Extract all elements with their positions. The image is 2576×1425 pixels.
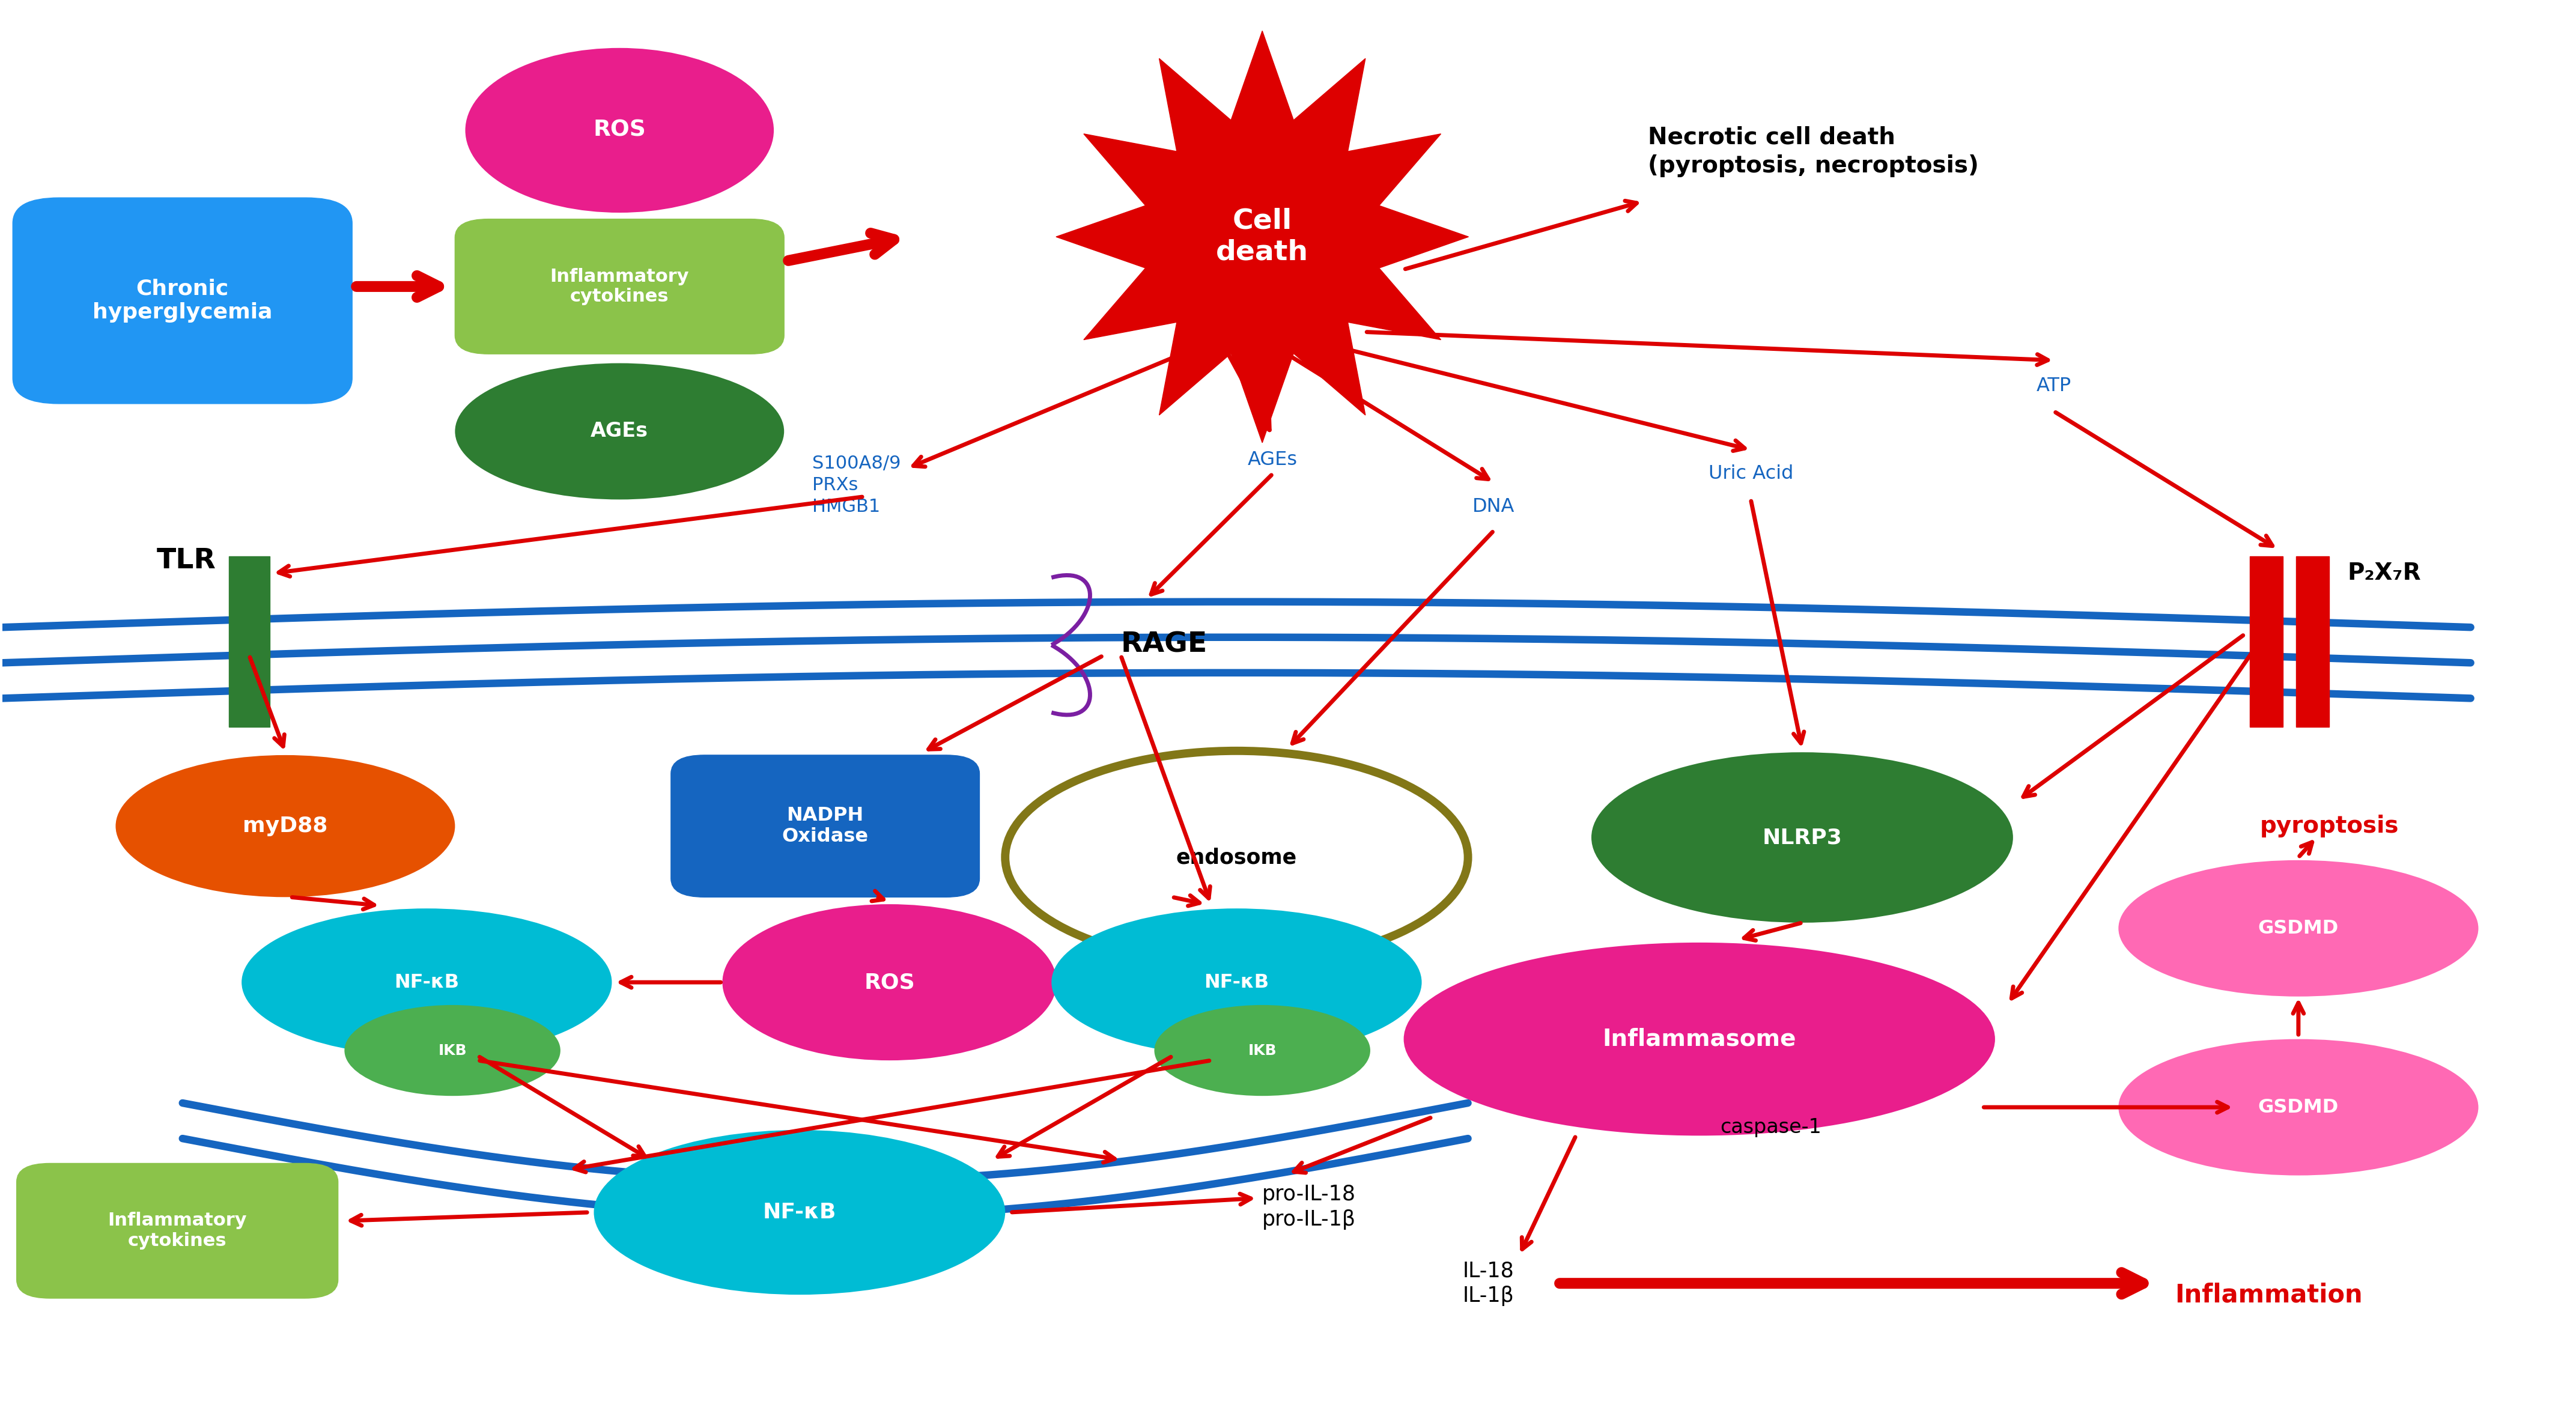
Text: GSDMD: GSDMD	[2259, 1097, 2339, 1117]
Text: Necrotic cell death
(pyroptosis, necroptosis): Necrotic cell death (pyroptosis, necropt…	[1649, 125, 1978, 177]
Text: pro-IL-18
pro-IL-1β: pro-IL-18 pro-IL-1β	[1262, 1184, 1355, 1230]
FancyBboxPatch shape	[456, 219, 783, 353]
Ellipse shape	[721, 905, 1056, 1060]
Text: NLRP3: NLRP3	[1762, 828, 1842, 848]
Text: endosome: endosome	[1177, 846, 1296, 868]
Text: Inflammatory
cytokines: Inflammatory cytokines	[549, 268, 690, 305]
Ellipse shape	[1404, 942, 1994, 1136]
Text: Cell
death: Cell death	[1216, 208, 1309, 266]
Text: ATP: ATP	[2038, 376, 2071, 395]
Text: Inflammation: Inflammation	[2174, 1282, 2362, 1307]
Text: Chronic
hyperglycemia: Chronic hyperglycemia	[93, 279, 273, 322]
Ellipse shape	[242, 909, 613, 1056]
Ellipse shape	[466, 48, 773, 212]
Text: NADPH
Oxidase: NADPH Oxidase	[783, 807, 868, 846]
Polygon shape	[1056, 31, 1468, 443]
Bar	[2295, 556, 2329, 727]
Text: NF-κB: NF-κB	[762, 1203, 837, 1223]
Text: Inflammatory
cytokines: Inflammatory cytokines	[108, 1213, 247, 1250]
FancyBboxPatch shape	[13, 198, 353, 403]
Text: IKB: IKB	[1247, 1043, 1278, 1057]
Text: ROS: ROS	[592, 120, 647, 141]
Ellipse shape	[2117, 861, 2478, 996]
Ellipse shape	[345, 1005, 562, 1096]
Bar	[2249, 556, 2282, 727]
Ellipse shape	[1051, 909, 1422, 1056]
FancyBboxPatch shape	[15, 1163, 337, 1298]
Text: P₂X₇R: P₂X₇R	[2347, 561, 2421, 584]
Text: NF-κB: NF-κB	[1203, 973, 1270, 992]
Text: GSDMD: GSDMD	[2259, 919, 2339, 938]
Text: AGEs: AGEs	[1247, 450, 1298, 469]
Ellipse shape	[1005, 751, 1468, 963]
Ellipse shape	[595, 1130, 1005, 1295]
Text: caspase-1: caspase-1	[1721, 1117, 1821, 1137]
Ellipse shape	[2117, 1039, 2478, 1176]
Text: NF-κB: NF-κB	[394, 973, 459, 992]
Text: RAGE: RAGE	[1121, 631, 1208, 658]
FancyBboxPatch shape	[670, 755, 979, 898]
Text: DNA: DNA	[1473, 497, 1515, 516]
Ellipse shape	[1154, 1005, 1370, 1096]
Text: AGEs: AGEs	[590, 422, 649, 442]
Text: IL-18
IL-1β: IL-18 IL-1β	[1463, 1261, 1515, 1307]
Ellipse shape	[116, 755, 456, 898]
Ellipse shape	[456, 363, 783, 500]
Text: ROS: ROS	[863, 972, 914, 992]
Text: Inflammasome: Inflammasome	[1602, 1027, 1795, 1050]
Bar	[229, 556, 270, 727]
Ellipse shape	[1592, 752, 2012, 922]
Text: IKB: IKB	[438, 1043, 466, 1057]
Text: Uric Acid: Uric Acid	[1708, 465, 1793, 483]
Text: S100A8/9
PRXs
HMGB1: S100A8/9 PRXs HMGB1	[811, 455, 902, 516]
Text: TLR: TLR	[157, 547, 216, 574]
Text: myD88: myD88	[242, 817, 327, 836]
Text: pyroptosis: pyroptosis	[2259, 815, 2398, 838]
